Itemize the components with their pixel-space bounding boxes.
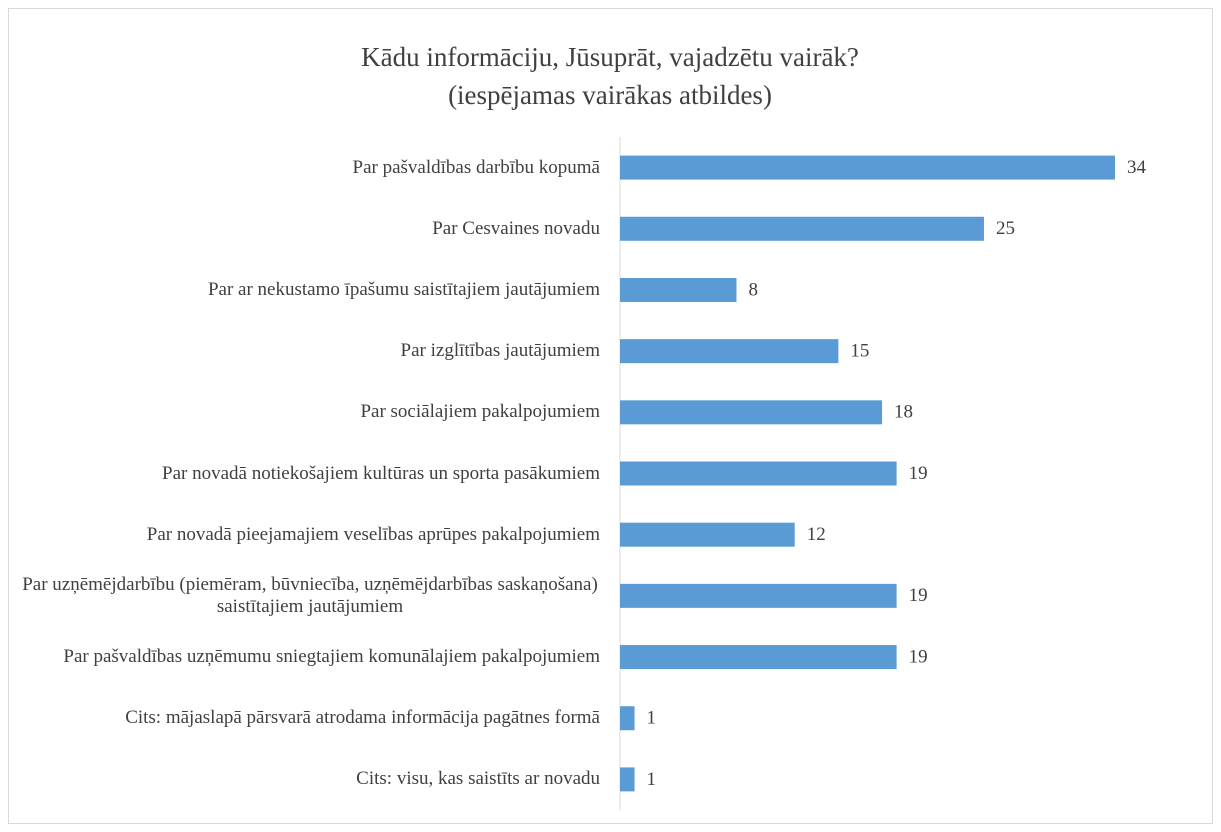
category-text: Par novadā pieejamajiem veselības aprūpe… — [146, 523, 600, 545]
y-tick-label: Par novadā pieejamajiem veselības aprūpe… — [10, 524, 600, 546]
data-label: 8 — [748, 279, 758, 300]
data-label: 19 — [909, 585, 928, 606]
bar — [620, 706, 635, 731]
data-label: 18 — [894, 402, 913, 423]
data-label: 34 — [1127, 157, 1147, 178]
y-tick-label: Par izglītības jautājumiem — [10, 340, 600, 362]
bar — [620, 277, 737, 302]
category-text: Cits: mājaslapā pārsvarā atrodama inform… — [125, 707, 600, 729]
y-tick-label: Par Cesvaines novadu — [10, 218, 600, 240]
y-tick-label: Par pašvaldības darbību kopumā — [10, 157, 600, 179]
bar — [620, 461, 897, 486]
chart-subtitle: (iespējamas vairākas atbildes) — [448, 80, 772, 110]
data-label: 25 — [996, 218, 1015, 239]
category-text: Par pašvaldības uzņēmumu sniegtajiem kom… — [63, 646, 600, 668]
y-tick-label: Par novadā notiekošajiem kultūras un spo… — [10, 463, 600, 485]
chart-border — [8, 8, 1213, 824]
data-label: 1 — [647, 708, 657, 729]
bar — [620, 216, 984, 241]
bar — [620, 400, 883, 425]
bar — [620, 645, 897, 670]
data-label: 1 — [647, 769, 657, 790]
category-text: Par uzņēmējdarbību (piemēram, būvniecība… — [22, 573, 598, 617]
data-label: 15 — [850, 340, 869, 361]
category-text: Par izglītības jautājumiem — [400, 340, 600, 362]
y-tick-label: Par uzņēmējdarbību (piemēram, būvniecība… — [10, 574, 600, 618]
y-tick-label: Cits: visu, kas saistīts ar novadu — [10, 768, 600, 790]
category-text: Par ar nekustamo īpašumu saistītajiem ja… — [207, 278, 600, 300]
category-text: Par Cesvaines novadu — [432, 217, 600, 239]
category-text: Par novadā notiekošajiem kultūras un spo… — [162, 462, 600, 484]
category-text: Cits: visu, kas saistīts ar novadu — [356, 768, 600, 790]
y-tick-label: Par sociālajiem pakalpojumiem — [10, 401, 600, 423]
y-tick-label: Par ar nekustamo īpašumu saistītajiem ja… — [10, 279, 600, 301]
category-text: Par pašvaldības darbību kopumā — [352, 156, 600, 178]
data-label: 19 — [909, 463, 928, 484]
chart-title: Kādu informāciju, Jūsuprāt, vajadzētu va… — [361, 42, 859, 72]
bar — [620, 155, 1115, 180]
bar — [620, 522, 795, 547]
bar — [620, 583, 897, 608]
bar — [620, 339, 839, 364]
data-label: 12 — [807, 524, 826, 545]
category-text: Par sociālajiem pakalpojumiem — [360, 401, 600, 423]
y-tick-label: Cits: mājaslapā pārsvarā atrodama inform… — [10, 707, 600, 729]
bar — [620, 767, 635, 792]
data-label: 19 — [909, 646, 928, 667]
y-tick-label: Par pašvaldības uzņēmumu sniegtajiem kom… — [10, 646, 600, 668]
